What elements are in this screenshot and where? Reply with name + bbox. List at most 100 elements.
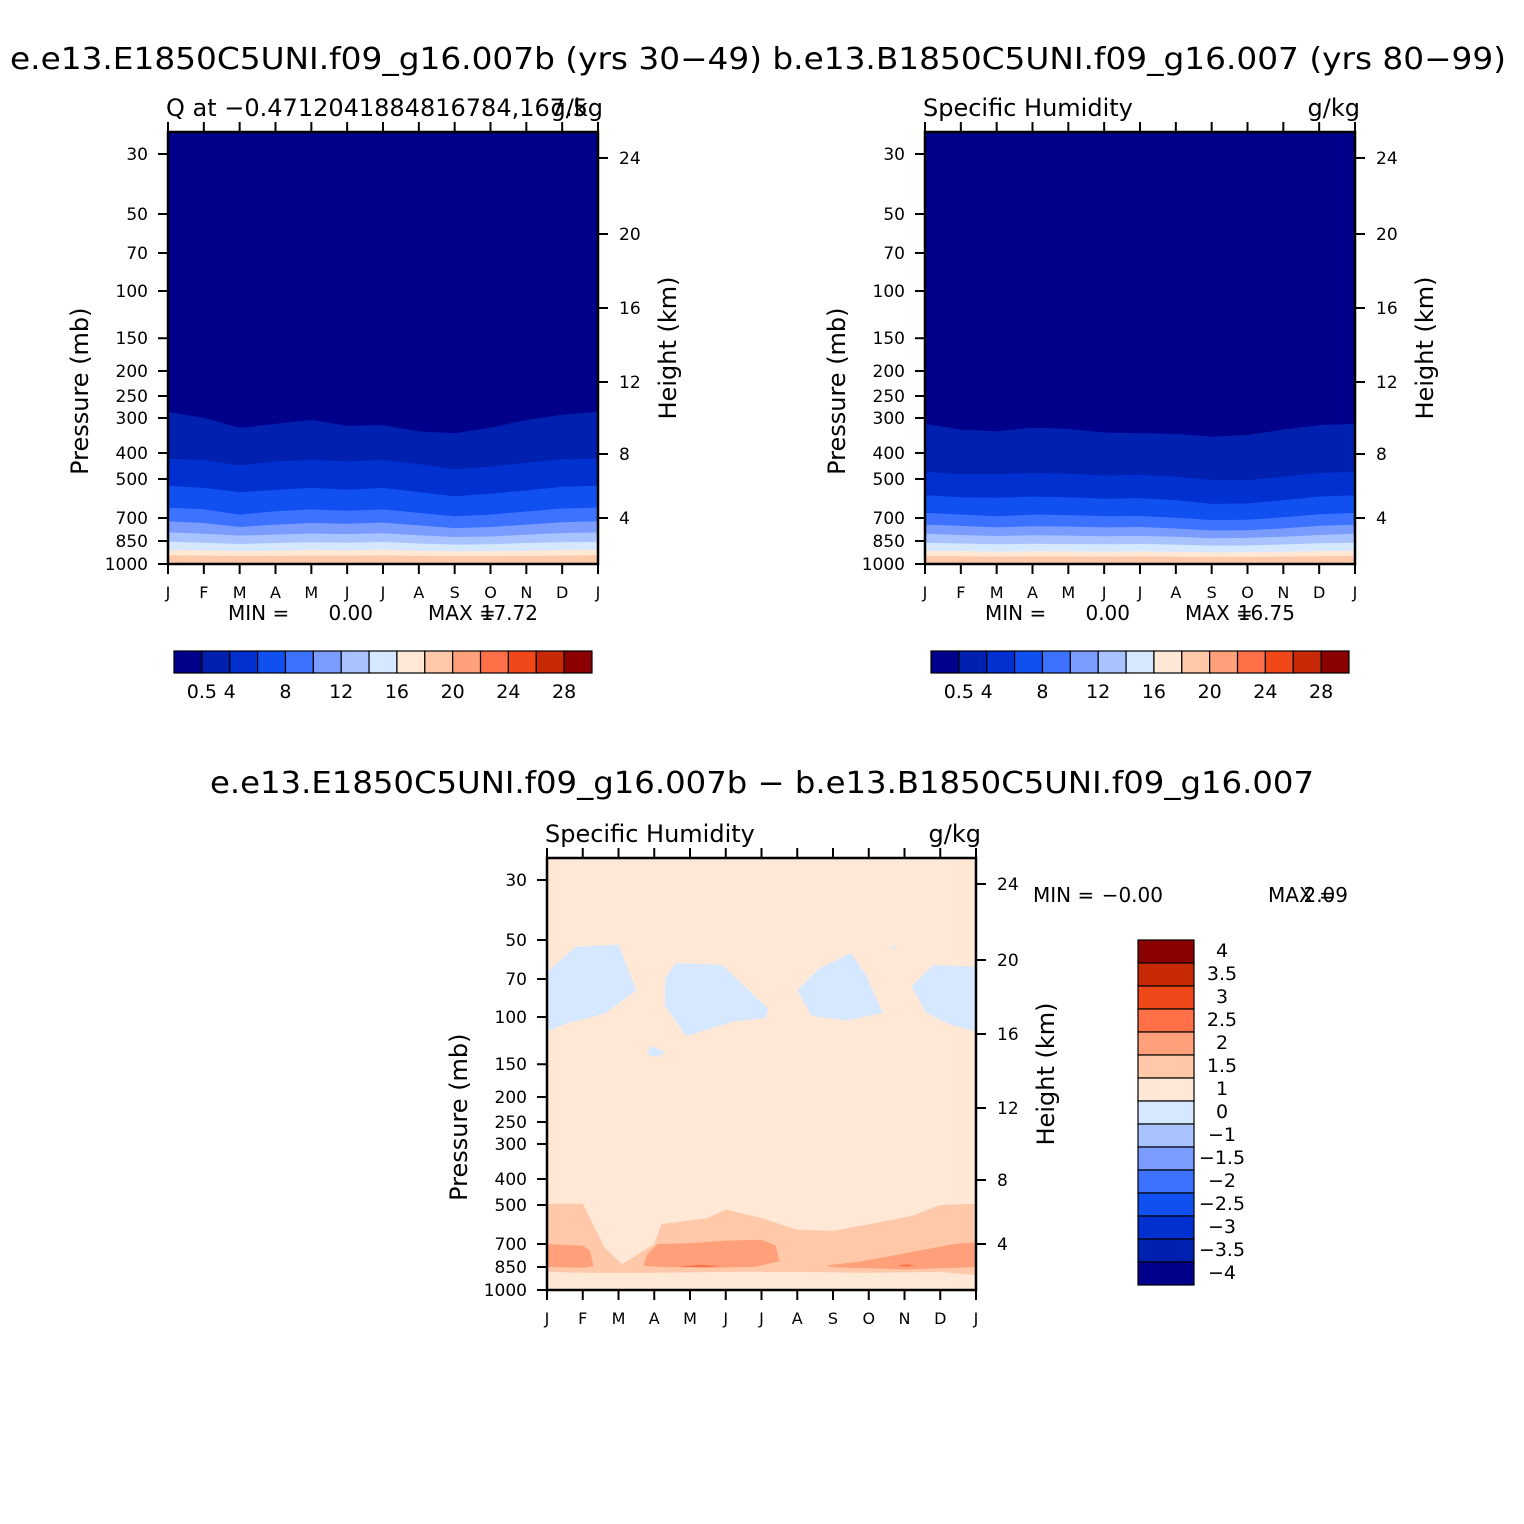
y-axis-label: Pressure (mb) [445, 1033, 473, 1200]
y-tick-label: 100 [873, 282, 905, 302]
y2-axis-label: Height (km) [1411, 277, 1439, 420]
x-tick-label: D [934, 1309, 946, 1328]
x-tick-label: A [1027, 583, 1038, 602]
y2-tick-label: 16 [1376, 299, 1398, 319]
colorbar-box [201, 650, 231, 674]
colorbar-box [563, 650, 593, 674]
y-tick-label: 700 [116, 509, 148, 529]
x-tick-label: O [484, 583, 497, 602]
y-tick-label: 1000 [484, 1281, 527, 1301]
colorbar-box [1181, 650, 1211, 674]
colorbar-label: −3.5 [1199, 1239, 1245, 1261]
positive-region-1 [547, 1244, 594, 1268]
colorbar-label: 0.5 [944, 681, 974, 703]
negative-region-5 [890, 944, 896, 949]
panel-right-title: g/kg [929, 820, 981, 848]
x-tick-label: M [304, 583, 318, 602]
x-tick-label: F [956, 583, 965, 602]
colorbar-box [284, 650, 314, 674]
colorbar-box [424, 650, 454, 674]
y-tick-label: 200 [116, 362, 148, 382]
y-tick-label: 250 [116, 387, 148, 407]
colorbar-label: 28 [552, 681, 576, 703]
min-label: MIN = [1033, 883, 1094, 907]
figure-title-diff: e.e13.E1850C5UNI.f09_g16.007b − b.e13.B1… [210, 766, 1314, 801]
colorbar-box [1137, 1100, 1195, 1125]
x-tick-label: J [544, 1309, 550, 1328]
colorbar-box [312, 650, 342, 674]
x-tick-label: J [380, 583, 386, 602]
y2-tick-label: 20 [997, 951, 1019, 971]
colorbar-box [1041, 650, 1071, 674]
y2-tick-label: 20 [619, 225, 641, 245]
x-tick-label: J [758, 1309, 764, 1328]
y-tick-label: 1000 [105, 555, 148, 575]
x-tick-label: M [683, 1309, 697, 1328]
x-tick-label: J [344, 583, 350, 602]
colorbar-box [1137, 939, 1195, 964]
x-tick-label: M [233, 583, 247, 602]
x-tick-label: M [1061, 583, 1075, 602]
y2-tick-label: 16 [997, 1025, 1019, 1045]
x-tick-label: N [899, 1309, 911, 1328]
x-tick-label: F [578, 1309, 587, 1328]
colorbar-label: 16 [1142, 681, 1166, 703]
y-tick-label: 250 [873, 387, 905, 407]
y-tick-label: 100 [116, 282, 148, 302]
colorbar-label: 20 [441, 681, 465, 703]
y2-tick-label: 24 [619, 149, 641, 169]
y2-tick-label: 16 [619, 299, 641, 319]
colorbar-box [257, 650, 287, 674]
panel-left-title: Q at −0.4712041884816784,167.5 [166, 94, 588, 122]
y2-tick-label: 24 [1376, 149, 1398, 169]
y-tick-label: 1000 [862, 555, 905, 575]
colorbar-box [173, 650, 203, 674]
min-value: 0.00 [328, 601, 373, 625]
colorbar-box [930, 650, 960, 674]
colorbar-label: 1 [1216, 1078, 1228, 1100]
y-tick-label: 700 [495, 1235, 527, 1255]
y-tick-label: 30 [126, 145, 148, 165]
x-tick-label: J [922, 583, 928, 602]
y-tick-label: 850 [116, 532, 148, 552]
y-tick-label: 30 [505, 871, 527, 891]
colorbar-box [1069, 650, 1099, 674]
y-tick-label: 70 [505, 970, 527, 990]
panel-left-title: Specific Humidity [545, 820, 755, 848]
y2-tick-label: 8 [1376, 445, 1387, 465]
colorbar-box [1236, 650, 1266, 674]
y-tick-label: 200 [495, 1088, 527, 1108]
colorbar-label: 16 [385, 681, 409, 703]
y2-tick-label: 12 [619, 373, 641, 393]
colorbar-label: 4 [981, 681, 993, 703]
colorbar-box [1137, 1169, 1195, 1194]
y-tick-label: 300 [495, 1135, 527, 1155]
min-label: MIN = [228, 601, 289, 625]
colorbar-label: −2.5 [1199, 1193, 1245, 1215]
colorbar-label: 24 [1253, 681, 1277, 703]
panel-left-title: Specific Humidity [923, 94, 1133, 122]
colorbar-box [1137, 1077, 1195, 1102]
y-axis-label: Pressure (mb) [823, 307, 851, 474]
negative-region-0 [547, 944, 637, 1032]
colorbar-box [396, 650, 426, 674]
y2-tick-label: 4 [1376, 509, 1387, 529]
colorbar-box [1137, 1123, 1195, 1148]
colorbar-label: 8 [1036, 681, 1048, 703]
y2-tick-label: 12 [997, 1099, 1019, 1119]
y2-tick-label: 8 [619, 445, 630, 465]
contour-field [168, 132, 598, 564]
y2-tick-label: 8 [997, 1171, 1008, 1191]
min-value: −0.00 [1102, 883, 1163, 907]
contour-band-9 [168, 555, 598, 564]
colorbar-label: 1.5 [1207, 1055, 1237, 1077]
x-tick-label: F [199, 583, 208, 602]
contour-field [547, 858, 976, 1290]
x-tick-label: A [792, 1309, 803, 1328]
x-tick-label: D [1313, 583, 1325, 602]
negative-region-2 [647, 1045, 665, 1057]
min-label: MIN = [985, 601, 1046, 625]
y-tick-label: 850 [495, 1258, 527, 1278]
colorbar-label: −4 [1208, 1262, 1236, 1284]
